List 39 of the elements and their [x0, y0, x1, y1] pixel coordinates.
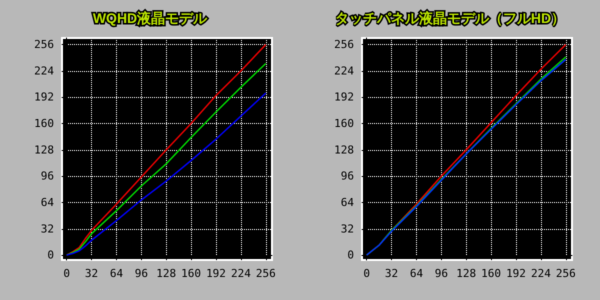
y-tick-label: 128	[34, 143, 54, 156]
x-tick-label: 160	[181, 267, 202, 280]
x-tick-label: 0	[63, 267, 70, 280]
x-tick-label: 160	[481, 267, 502, 280]
x-tick-label: 192	[206, 267, 226, 280]
y-tick-label: 224	[334, 64, 354, 78]
y-tick-label: 32	[40, 222, 54, 236]
x-tick-label: 0	[363, 267, 370, 280]
y-tick-label: 128	[334, 143, 354, 156]
y-tick-label: 96	[340, 170, 354, 183]
y-tick-label: 32	[340, 222, 354, 236]
y-tick-label: 64	[40, 196, 54, 209]
x-tick-label: 128	[456, 267, 476, 280]
y-tick-label: 192	[34, 90, 54, 104]
x-tick-label: 192	[506, 267, 526, 280]
y-tick-label: 64	[340, 196, 354, 209]
x-tick-label: 224	[530, 267, 552, 280]
line-series	[66, 92, 267, 256]
y-tick-label: 192	[334, 90, 354, 104]
y-tick-label: 96	[40, 170, 54, 183]
x-tick-label: 128	[156, 267, 176, 280]
x-tick-label: 32	[84, 267, 98, 280]
x-tick-label: 256	[256, 267, 276, 280]
x-tick-label: 96	[134, 267, 148, 280]
y-tick-label: 0	[347, 248, 354, 262]
y-tick-label: 256	[334, 38, 354, 52]
y-tick-label: 160	[34, 117, 54, 130]
chart-title: タッチパネル液晶モデル（フルHD）	[334, 10, 566, 26]
y-tick-label: 256	[34, 38, 54, 52]
x-tick-label: 96	[434, 267, 448, 280]
y-tick-label: 160	[334, 117, 354, 130]
x-tick-label: 64	[110, 267, 124, 280]
x-tick-label: 256	[556, 267, 576, 280]
chart-title: WQHD液晶モデル	[92, 10, 208, 26]
y-tick-label: 0	[47, 248, 54, 262]
x-tick-label: 224	[230, 267, 252, 280]
x-tick-label: 32	[384, 267, 398, 280]
y-tick-label: 224	[34, 64, 54, 78]
x-tick-label: 64	[410, 267, 424, 280]
